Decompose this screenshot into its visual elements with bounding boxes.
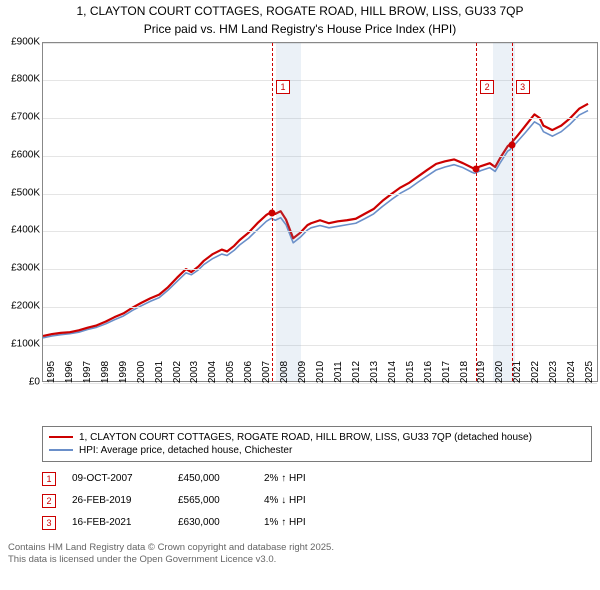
legend-swatch <box>49 449 73 451</box>
y-axis-label: £800K <box>2 74 40 85</box>
event-pct: 2% ↑ HPI <box>264 473 354 484</box>
table-row: 3 16-FEB-2021 £630,000 1% ↑ HPI <box>42 512 592 534</box>
event-marker-badge: 2 <box>480 80 494 94</box>
x-axis-label: 2004 <box>207 358 218 386</box>
event-marker-badge: 3 <box>516 80 530 94</box>
x-axis-label: 2008 <box>279 358 290 386</box>
x-axis-label: 2020 <box>494 358 505 386</box>
y-axis-label: £100K <box>2 338 40 349</box>
legend: 1, CLAYTON COURT COTTAGES, ROGATE ROAD, … <box>42 426 592 462</box>
plot-area: 1 2 3 <box>42 42 598 382</box>
event-date: 16-FEB-2021 <box>72 517 162 528</box>
table-row: 2 26-FEB-2019 £565,000 4% ↓ HPI <box>42 490 592 512</box>
footer: Contains HM Land Registry data © Crown c… <box>8 542 592 568</box>
y-axis-label: £700K <box>2 112 40 123</box>
x-axis-label: 2024 <box>566 358 577 386</box>
x-axis-label: 2005 <box>225 358 236 386</box>
legend-label: 1, CLAYTON COURT COTTAGES, ROGATE ROAD, … <box>79 432 532 443</box>
x-axis-label: 2019 <box>476 358 487 386</box>
x-axis-label: 2015 <box>405 358 416 386</box>
x-axis-label: 2023 <box>548 358 559 386</box>
x-axis-label: 1997 <box>82 358 93 386</box>
y-axis-label: £200K <box>2 301 40 312</box>
x-axis-label: 2016 <box>423 358 434 386</box>
x-axis-label: 2013 <box>369 358 380 386</box>
event-price: £630,000 <box>178 517 248 528</box>
y-axis-label: £0 <box>2 376 40 387</box>
event-date: 09-OCT-2007 <box>72 473 162 484</box>
x-axis-label: 1999 <box>118 358 129 386</box>
event-price: £565,000 <box>178 495 248 506</box>
x-axis-label: 2021 <box>512 358 523 386</box>
table-row: 1 09-OCT-2007 £450,000 2% ↑ HPI <box>42 468 592 490</box>
event-dot <box>473 166 480 173</box>
y-axis-label: £600K <box>2 149 40 160</box>
x-axis-label: 2009 <box>297 358 308 386</box>
y-axis-label: £300K <box>2 263 40 274</box>
y-axis-label: £500K <box>2 187 40 198</box>
events-table: 1 09-OCT-2007 £450,000 2% ↑ HPI 2 26-FEB… <box>42 468 592 534</box>
x-axis-label: 2025 <box>584 358 595 386</box>
chart: 1 2 3 £0 £100K £200K £300K £400K £500K £600K £700… <box>0 42 600 422</box>
x-axis-label: 1998 <box>100 358 111 386</box>
x-axis-label: 1995 <box>46 358 57 386</box>
x-axis-label: 2000 <box>136 358 147 386</box>
page-subtitle: Price paid vs. HM Land Registry's House … <box>0 22 600 42</box>
y-axis-label: £900K <box>2 36 40 47</box>
x-axis-label: 2007 <box>261 358 272 386</box>
event-badge: 1 <box>42 472 56 486</box>
event-badge: 2 <box>42 494 56 508</box>
event-date: 26-FEB-2019 <box>72 495 162 506</box>
event-badge: 3 <box>42 516 56 530</box>
event-dot <box>269 209 276 216</box>
legend-swatch <box>49 436 73 438</box>
y-axis-label: £400K <box>2 225 40 236</box>
x-axis-label: 2002 <box>172 358 183 386</box>
x-axis-label: 1996 <box>64 358 75 386</box>
legend-item: 1, CLAYTON COURT COTTAGES, ROGATE ROAD, … <box>49 431 585 444</box>
x-axis-label: 2014 <box>387 358 398 386</box>
footer-line: Contains HM Land Registry data © Crown c… <box>8 542 592 555</box>
x-axis-label: 2022 <box>530 358 541 386</box>
event-pct: 4% ↓ HPI <box>264 495 354 506</box>
x-axis-label: 2018 <box>459 358 470 386</box>
event-pct: 1% ↑ HPI <box>264 517 354 528</box>
event-dot <box>508 141 515 148</box>
x-axis-label: 2006 <box>243 358 254 386</box>
x-axis-label: 2010 <box>315 358 326 386</box>
legend-label: HPI: Average price, detached house, Chic… <box>79 445 292 456</box>
event-line <box>476 43 477 381</box>
page-title: 1, CLAYTON COURT COTTAGES, ROGATE ROAD, … <box>0 0 600 22</box>
footer-line: This data is licensed under the Open Gov… <box>8 554 592 567</box>
x-axis-label: 2017 <box>441 358 452 386</box>
x-axis-label: 2012 <box>351 358 362 386</box>
x-axis-label: 2001 <box>154 358 165 386</box>
event-line <box>512 43 513 381</box>
event-price: £450,000 <box>178 473 248 484</box>
x-axis-label: 2003 <box>189 358 200 386</box>
event-marker-badge: 1 <box>276 80 290 94</box>
x-axis-label: 2011 <box>333 358 344 386</box>
legend-item: HPI: Average price, detached house, Chic… <box>49 444 585 457</box>
